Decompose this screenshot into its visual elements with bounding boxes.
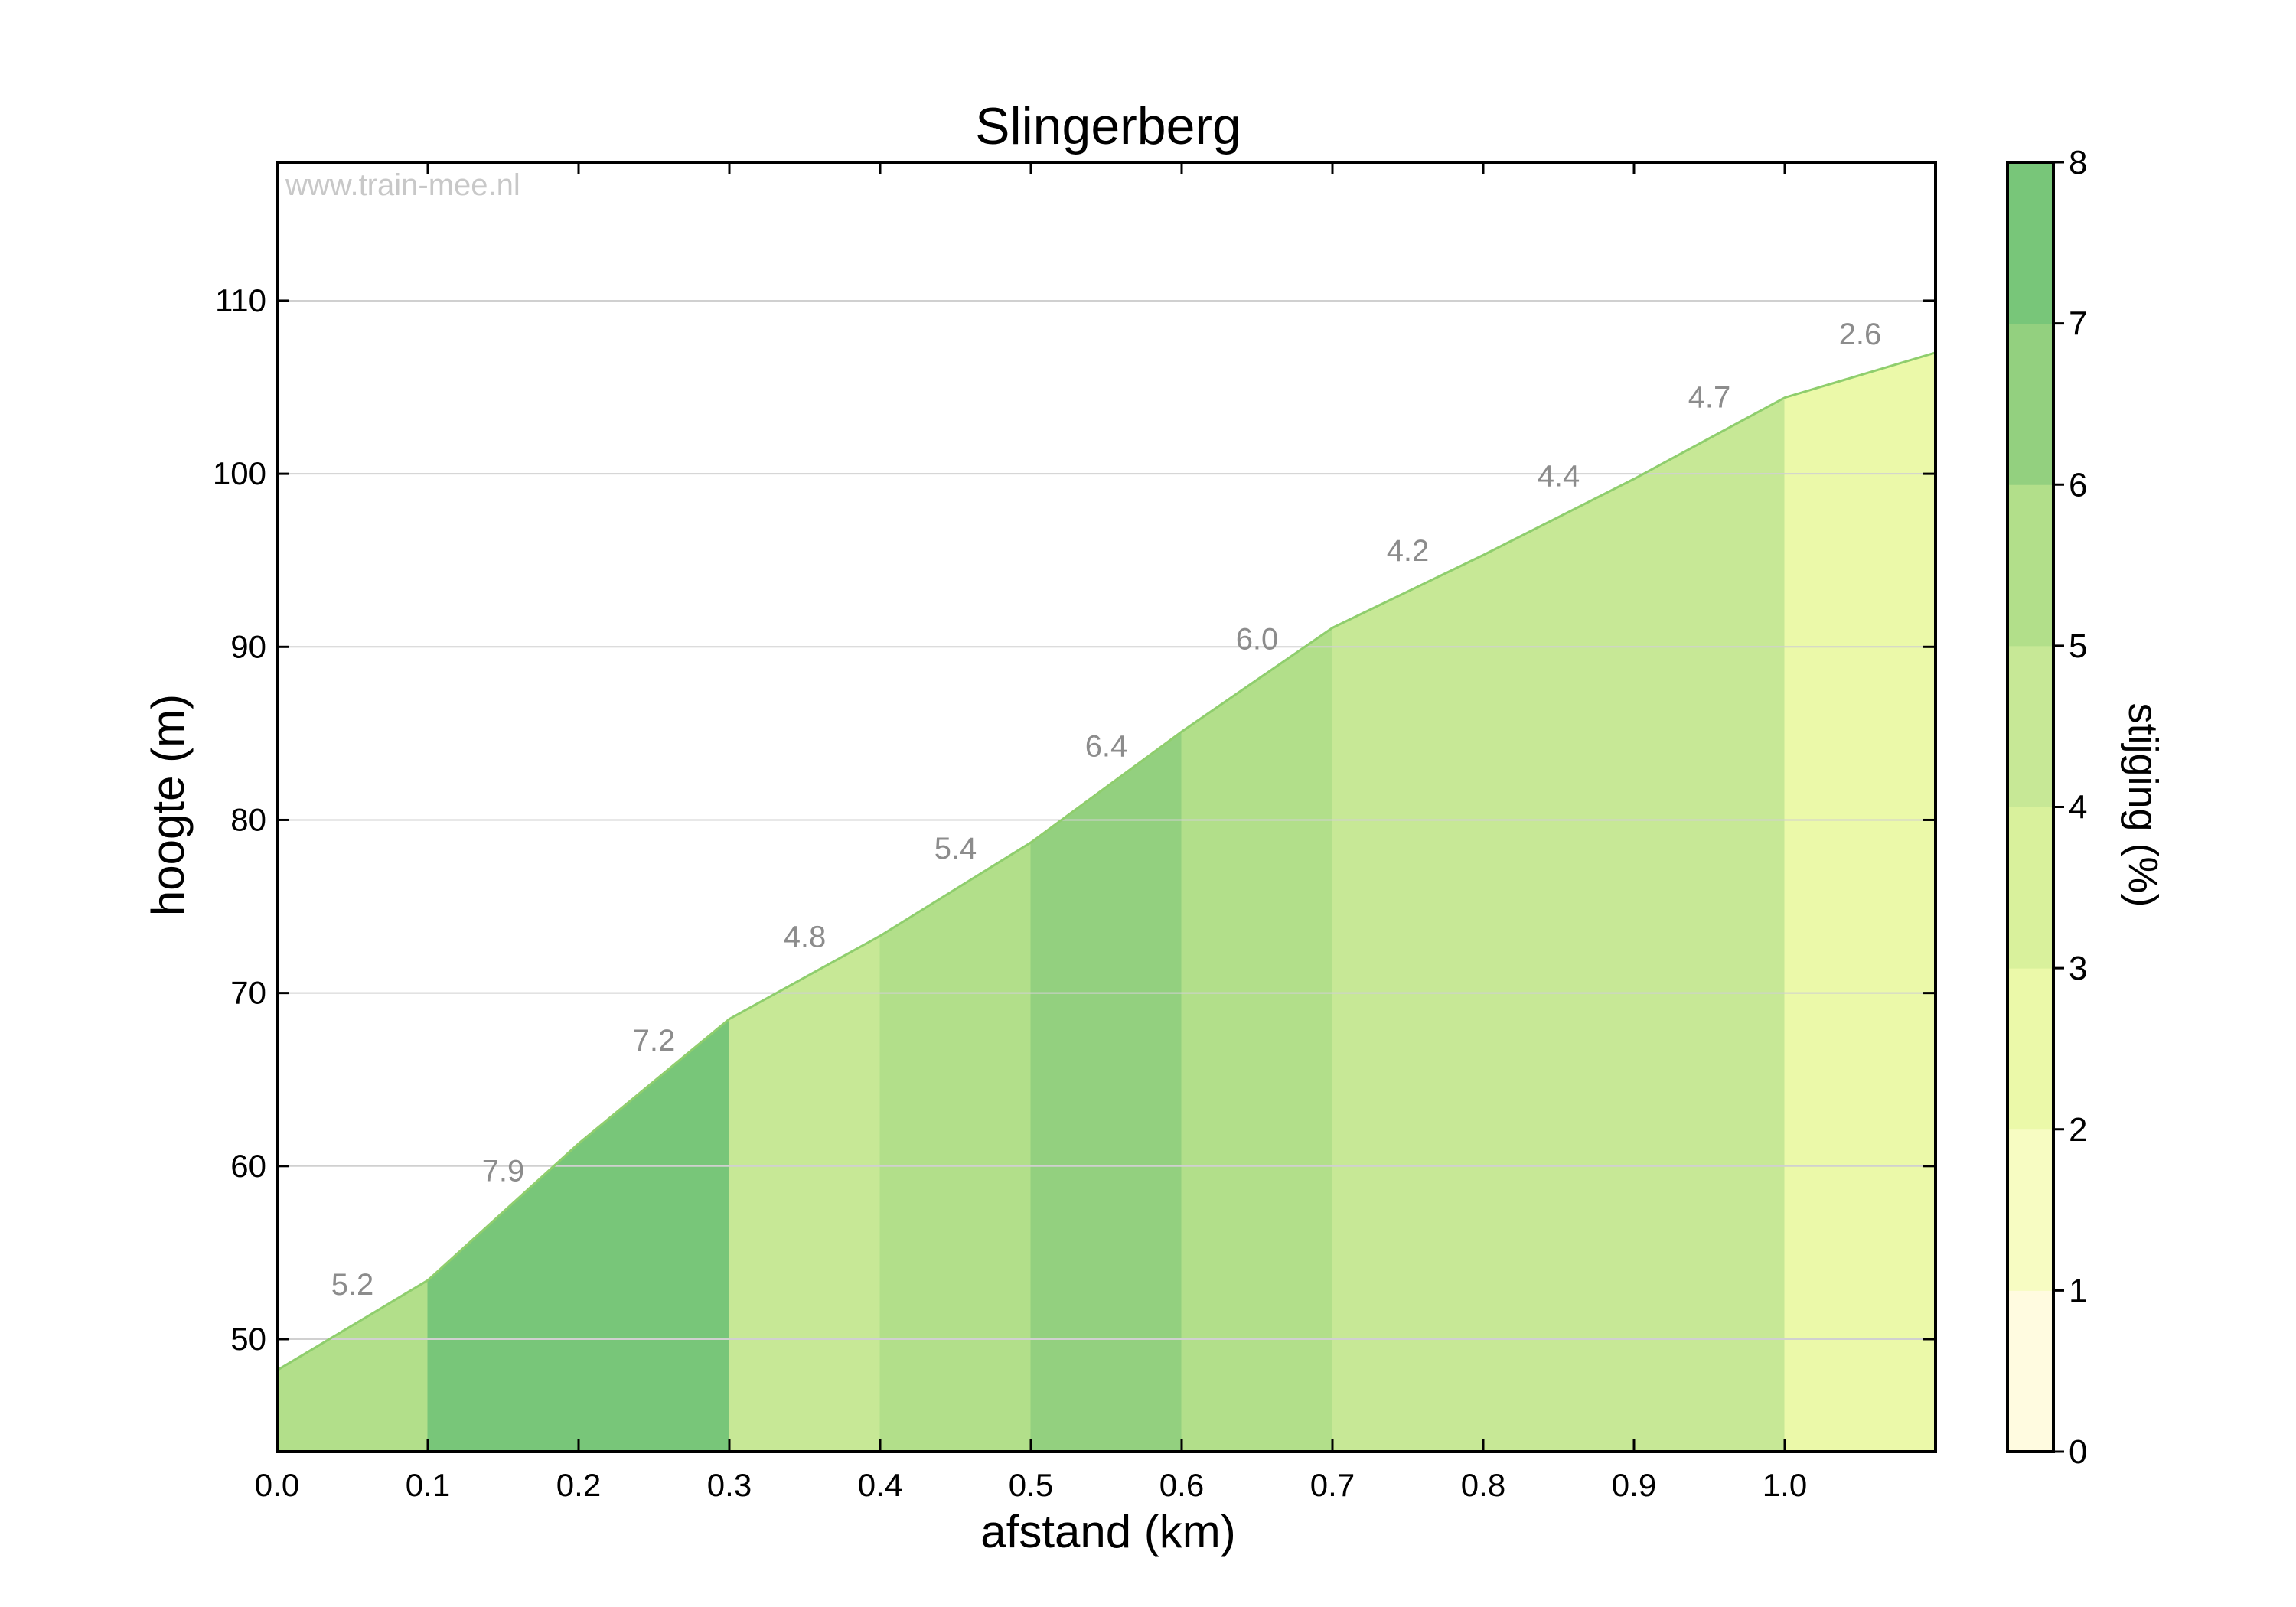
colorbar-band [2007, 1129, 2053, 1291]
watermark: www.train-mee.nl [285, 168, 520, 202]
y-axis-label: hoogte (m) [142, 694, 194, 916]
colorbar-band [2007, 323, 2053, 485]
gradient-label: 4.7 [1688, 381, 1731, 415]
x-tick-label: 0.1 [406, 1467, 450, 1503]
chart-title: Slingerberg [975, 97, 1241, 155]
gradient-label: 2.6 [1839, 318, 1882, 351]
colorbar-ticks: 0 1 2 3 4 5 6 7 8 [2053, 144, 2087, 1471]
y-tick-label: 80 [230, 801, 266, 837]
colorbar-bands [2007, 162, 2053, 1452]
gradient-label: 5.2 [331, 1268, 374, 1302]
gradient-segment [1633, 396, 1786, 1452]
gridlines [277, 299, 1936, 1340]
x-tick-label: 0.0 [255, 1467, 299, 1503]
gradient-label: 5.4 [934, 832, 977, 865]
colorbar-tick-label: 7 [2069, 305, 2087, 343]
colorbar-band [2007, 1290, 2053, 1452]
y-tick-label: 50 [230, 1321, 266, 1357]
plot-area: 5.2 7.9 7.2 4.8 5.4 6.4 6.0 4.2 4.4 4.7 2.6 www.tr… [213, 161, 1937, 1503]
gradient-segment [879, 842, 1032, 1452]
gradient-segment [1784, 352, 1936, 1452]
y-tick-label: 90 [230, 628, 266, 664]
colorbar-tick-label: 0 [2069, 1433, 2087, 1471]
y-tick-label: 60 [230, 1148, 266, 1184]
x-tick-label: 0.2 [556, 1467, 601, 1503]
y-axis-ticks: 50 60 70 80 90 100 110 [213, 282, 1936, 1357]
colorbar-tick-label: 4 [2069, 789, 2087, 826]
colorbar-band [2007, 645, 2053, 807]
x-axis-label: afstand (km) [980, 1506, 1235, 1557]
elevation-line [276, 351, 1936, 1371]
colorbar-tick-label: 5 [2069, 627, 2087, 665]
x-tick-label: 0.8 [1461, 1467, 1505, 1503]
plot-frame [276, 161, 1937, 1453]
colorbar: 0 1 2 3 4 5 6 7 8 stijging (%) [2006, 144, 2166, 1471]
gradient-label: 4.8 [784, 920, 827, 953]
colorbar-band [2007, 807, 2053, 969]
x-tick-label: 0.6 [1159, 1467, 1204, 1503]
x-tick-label: 0.3 [707, 1467, 752, 1503]
colorbar-tick-label: 2 [2069, 1111, 2087, 1149]
x-tick-label: 0.7 [1310, 1467, 1355, 1503]
gradient-segment [1482, 478, 1635, 1452]
gradient-label: 4.4 [1538, 460, 1580, 494]
colorbar-band [2007, 162, 2053, 324]
colorbar-tick-label: 8 [2069, 144, 2087, 181]
x-tick-label: 0.9 [1612, 1467, 1656, 1503]
gradient-label: 6.0 [1236, 622, 1279, 656]
colorbar-band [2007, 484, 2053, 647]
gradient-segment [1181, 627, 1333, 1452]
colorbar-tick-label: 3 [2069, 950, 2087, 987]
gradient-segment [1332, 554, 1484, 1452]
y-tick-label: 70 [230, 975, 266, 1011]
gradient-label: 6.4 [1085, 729, 1128, 763]
x-tick-label: 0.4 [858, 1467, 902, 1503]
colorbar-label: stijging (%) [2120, 702, 2166, 907]
x-tick-label: 0.5 [1009, 1467, 1053, 1503]
colorbar-tick-label: 6 [2069, 466, 2087, 504]
gradient-label: 7.2 [633, 1024, 676, 1058]
gradient-labels: 5.2 7.9 7.2 4.8 5.4 6.4 6.0 4.2 4.4 4.7 2.6 [331, 318, 1882, 1302]
gradient-segments [276, 352, 1936, 1452]
y-tick-label: 100 [213, 455, 266, 491]
y-tick-label: 110 [215, 282, 266, 318]
gradient-label: 7.9 [482, 1155, 525, 1188]
gradient-segment [1030, 731, 1182, 1452]
colorbar-band [2007, 968, 2053, 1130]
x-tick-label: 1.0 [1763, 1467, 1807, 1503]
gradient-label: 4.2 [1387, 534, 1430, 568]
x-axis-ticks: 0.0 0.1 0.2 0.3 0.4 0.5 0.6 0.7 0.8 0.9 1.0 [255, 162, 1807, 1503]
gradient-segment [729, 935, 881, 1452]
colorbar-tick-label: 1 [2069, 1272, 2087, 1309]
